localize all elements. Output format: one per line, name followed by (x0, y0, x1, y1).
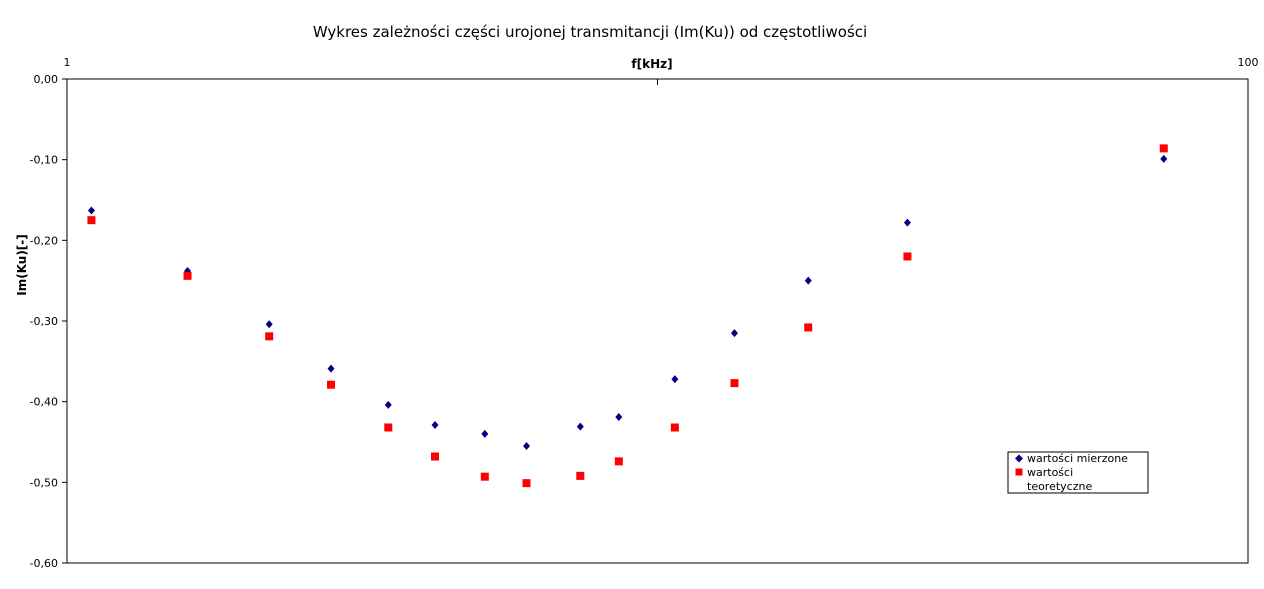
data-point (1159, 144, 1168, 153)
legend-label-theoretical-line2: teoretyczne (1027, 480, 1092, 493)
y-tick-label: -0,40 (30, 396, 58, 409)
y-tick-label: 0,00 (34, 73, 59, 86)
data-point (730, 329, 738, 338)
series-group (87, 144, 1168, 488)
data-point (265, 320, 273, 329)
data-point (1160, 154, 1168, 163)
data-point (183, 271, 192, 280)
data-point (87, 216, 96, 225)
y-tick-label: -0,60 (30, 557, 58, 570)
x-tick-label-max: 100 (1238, 56, 1259, 69)
chart-title: Wykres zależności części urojonej transm… (313, 23, 867, 41)
data-point (903, 252, 912, 261)
data-point (804, 276, 812, 285)
data-point (522, 479, 531, 488)
x-axis-title: f[kHz] (631, 57, 672, 71)
data-point (804, 323, 813, 332)
y-tick-label: -0,50 (30, 476, 58, 489)
data-point (431, 452, 440, 461)
data-point (327, 364, 335, 373)
y-tick-label: -0,20 (30, 234, 58, 247)
data-point (327, 380, 336, 389)
data-point (265, 332, 274, 341)
data-point (614, 457, 623, 466)
legend-label-theoretical: wartości teoretyczne (1027, 466, 1092, 493)
legend-marker-measured (1015, 454, 1023, 463)
data-point (670, 423, 679, 432)
legend-label-measured: wartości mierzone (1027, 452, 1128, 465)
legend-marker-theoretical (1015, 468, 1023, 476)
data-point (903, 218, 911, 227)
data-point (481, 429, 489, 438)
data-point (87, 206, 95, 215)
series-measured (87, 154, 1168, 451)
data-point (576, 471, 585, 480)
data-point (522, 442, 530, 451)
data-point (384, 400, 392, 409)
data-point (480, 472, 489, 481)
data-point (576, 422, 584, 431)
data-point (384, 423, 393, 432)
y-tick-label: -0,10 (30, 154, 58, 167)
data-point (671, 375, 679, 384)
data-point (615, 412, 623, 421)
y-axis-title: Im(Ku)[-] (15, 234, 29, 296)
y-axis-ticks: 0,00 -0,10 -0,20 -0,30 -0,40 -0,50 -0,60 (30, 73, 67, 570)
y-tick-label: -0,30 (30, 315, 58, 328)
x-tick-label-min: 1 (64, 56, 71, 69)
legend-box (1007, 451, 1149, 494)
data-point (730, 379, 739, 388)
series-theoretical (87, 144, 1168, 488)
legend: wartości mierzone wartości teoretyczne (1007, 451, 1149, 494)
legend-label-theoretical-line1: wartości (1027, 466, 1073, 479)
data-point (431, 421, 439, 430)
